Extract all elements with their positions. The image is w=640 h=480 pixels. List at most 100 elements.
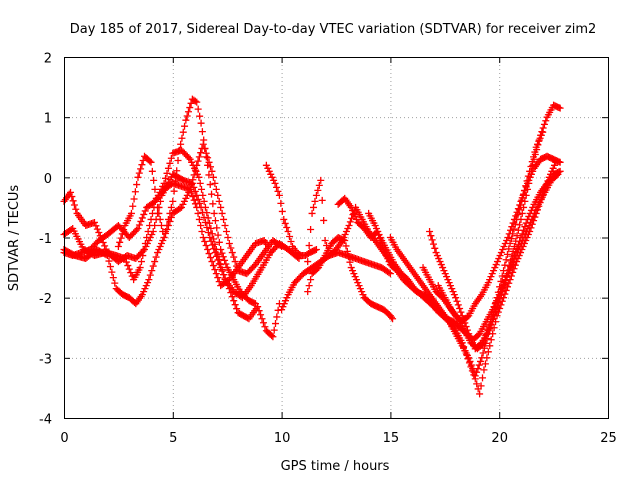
- data-point: [500, 281, 508, 289]
- data-point: [154, 249, 162, 257]
- data-point: [496, 283, 504, 291]
- data-point: [510, 265, 518, 273]
- data-point: [511, 261, 519, 269]
- data-point: [317, 176, 325, 184]
- data-point: [518, 196, 526, 204]
- data-point: [387, 313, 395, 321]
- data-point: [513, 215, 521, 223]
- data-point: [536, 134, 544, 142]
- data-point: [279, 303, 287, 311]
- data-point: [200, 197, 208, 205]
- data-point: [498, 272, 506, 280]
- data-point: [491, 264, 499, 272]
- data-point: [526, 227, 534, 235]
- data-point: [72, 205, 80, 213]
- data-point: [157, 240, 165, 248]
- data-point: [539, 191, 547, 199]
- data-point: [67, 188, 75, 196]
- data-point: [218, 209, 226, 217]
- data-point: [217, 203, 225, 211]
- data-point: [124, 262, 132, 270]
- data-point: [480, 339, 488, 347]
- data-point: [481, 335, 489, 343]
- series-12: [386, 158, 560, 398]
- data-point: [320, 216, 328, 224]
- data-point: [484, 348, 492, 356]
- data-point: [507, 226, 515, 234]
- data-point: [135, 221, 143, 229]
- data-point: [549, 164, 557, 172]
- data-point: [515, 206, 523, 214]
- data-point: [375, 230, 383, 238]
- data-point: [205, 171, 213, 179]
- data-point: [198, 128, 206, 136]
- chart-title: Day 185 of 2017, Sidereal Day-to-day VTE…: [70, 22, 597, 37]
- data-point: [539, 128, 547, 136]
- data-point: [185, 154, 193, 162]
- data-point: [489, 308, 497, 316]
- data-point: [215, 197, 223, 205]
- data-point: [518, 246, 526, 254]
- data-point: [347, 264, 355, 272]
- data-point: [219, 253, 227, 261]
- data-point: [350, 270, 358, 278]
- data-point: [209, 200, 217, 208]
- data-point: [138, 161, 146, 169]
- data-point: [487, 273, 495, 281]
- data-point: [488, 313, 496, 321]
- data-point: [138, 214, 146, 222]
- data-point: [531, 148, 539, 156]
- data-point: [345, 221, 353, 229]
- series-9: [278, 249, 394, 314]
- axis-ticks: 0 5 10 15 20 25 -4 -3 -2 -1 0 1 2: [39, 52, 617, 447]
- data-point: [167, 203, 175, 211]
- data-point: [204, 246, 212, 254]
- data-point: [492, 298, 500, 306]
- data-point: [511, 220, 519, 228]
- data-point: [444, 276, 452, 284]
- data-point: [452, 294, 460, 302]
- data-point: [542, 117, 550, 125]
- data-point: [533, 140, 541, 148]
- data-point: [508, 252, 516, 260]
- data-point: [435, 255, 443, 263]
- data-point: [201, 238, 209, 246]
- data-point: [151, 258, 159, 266]
- data-point: [507, 257, 515, 265]
- data-point: [141, 240, 149, 248]
- data-point: [214, 231, 222, 239]
- data-point: [535, 137, 543, 145]
- data-point: [118, 230, 126, 238]
- y-tick-label: -4: [39, 413, 52, 428]
- data-point: [183, 112, 191, 120]
- data-point: [202, 242, 210, 250]
- data-point: [268, 173, 276, 181]
- data-point: [276, 242, 284, 250]
- data-point: [194, 195, 202, 203]
- data-point: [155, 209, 163, 217]
- data-point: [146, 221, 154, 229]
- data-point: [151, 185, 159, 193]
- data-point: [556, 158, 564, 166]
- data-point: [305, 282, 313, 290]
- data-point: [450, 291, 458, 299]
- data-point: [189, 176, 197, 184]
- data-point: [355, 282, 363, 290]
- data-point: [458, 312, 466, 320]
- data-point: [488, 270, 496, 278]
- data-point: [146, 271, 154, 279]
- data-point: [344, 224, 352, 232]
- data-point: [233, 305, 241, 313]
- data-point: [225, 240, 233, 248]
- data-point: [440, 267, 448, 275]
- data-point: [501, 276, 509, 284]
- data-point: [523, 185, 531, 193]
- data-point: [385, 269, 393, 277]
- data-point: [553, 172, 561, 180]
- data-point: [148, 230, 156, 238]
- data-point: [359, 291, 367, 299]
- data-point: [354, 279, 362, 287]
- data-point: [341, 237, 349, 245]
- data-point: [195, 153, 203, 161]
- data-point: [140, 210, 148, 218]
